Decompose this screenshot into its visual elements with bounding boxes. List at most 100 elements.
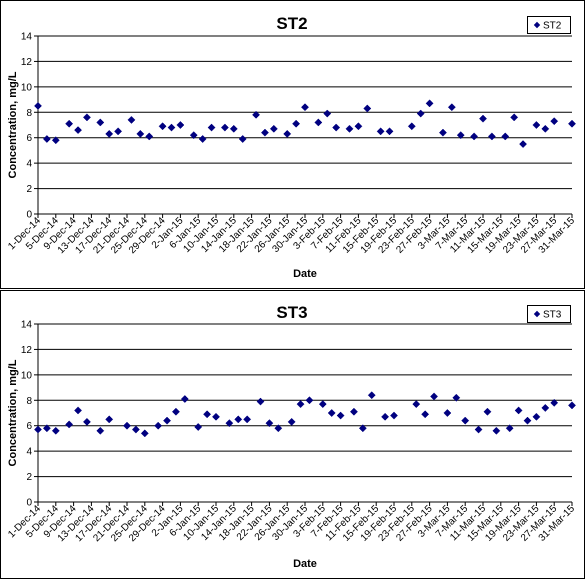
data-point	[461, 416, 470, 425]
data-point	[140, 429, 149, 438]
data-point	[301, 103, 309, 112]
data-point	[167, 123, 176, 132]
legend: ST2	[527, 16, 571, 34]
data-point	[318, 400, 327, 409]
data-point	[34, 101, 42, 110]
data-point	[363, 104, 372, 113]
data-point	[189, 131, 198, 140]
data-point	[238, 135, 247, 143]
data-point	[260, 128, 269, 137]
data-point	[550, 398, 559, 407]
data-point	[412, 400, 421, 409]
data-point	[550, 117, 559, 126]
data-point	[332, 123, 341, 132]
data-point	[131, 425, 140, 434]
data-point	[470, 132, 479, 141]
data-point	[425, 99, 434, 108]
y-tick-label: 2	[26, 184, 32, 195]
data-point	[479, 114, 487, 123]
y-tick-label: 10	[21, 370, 33, 381]
data-point	[234, 415, 243, 424]
y-axis-label: Concentration, mg/L	[7, 71, 19, 178]
data-point	[510, 113, 519, 122]
y-tick-label: 14	[21, 32, 33, 43]
data-point	[514, 406, 523, 415]
data-point	[127, 115, 136, 124]
data-point	[483, 407, 492, 416]
data-point	[568, 119, 576, 128]
data-point	[407, 122, 416, 131]
y-tick-label: 4	[26, 447, 32, 458]
legend-marker-icon	[533, 310, 541, 318]
data-point	[154, 421, 163, 430]
data-point	[314, 118, 323, 127]
data-point	[568, 401, 576, 410]
chart-frame	[0, 0, 585, 289]
data-point	[358, 424, 367, 433]
data-point	[532, 121, 541, 129]
data-point	[65, 420, 74, 429]
data-point	[65, 119, 74, 128]
data-point	[336, 411, 345, 420]
data-point	[447, 103, 456, 112]
data-point	[82, 113, 91, 122]
data-point	[96, 426, 105, 435]
data-point	[305, 396, 314, 405]
chart-title: ST2	[276, 14, 307, 33]
chart-panel-1: 024681012141-Dec-145-Dec-149-Dec-1413-De…	[0, 0, 585, 289]
y-tick-label: 10	[21, 82, 33, 93]
data-point	[532, 412, 541, 421]
data-point	[123, 421, 131, 430]
data-point	[51, 136, 60, 145]
data-point	[367, 391, 376, 400]
data-point	[194, 423, 203, 431]
data-point	[34, 425, 42, 434]
data-point	[283, 129, 292, 138]
data-point	[452, 393, 461, 402]
data-point	[416, 109, 425, 118]
data-point	[176, 121, 185, 129]
data-point	[180, 395, 189, 403]
data-point	[487, 132, 496, 141]
data-point	[198, 135, 207, 143]
legend-box	[527, 16, 571, 34]
legend-label: ST2	[543, 21, 562, 32]
y-axis-label: Concentration, mg/L	[7, 359, 19, 466]
chart-frame	[0, 290, 585, 579]
data-point	[51, 426, 60, 435]
data-point	[82, 417, 91, 426]
data-point	[212, 412, 220, 421]
data-point	[203, 410, 212, 419]
data-point	[42, 424, 51, 433]
y-tick-label: 2	[26, 472, 32, 483]
data-point	[519, 140, 528, 149]
y-tick-label: 14	[21, 320, 33, 331]
data-point	[256, 397, 265, 406]
data-point	[505, 424, 514, 433]
data-point	[145, 132, 154, 141]
data-point	[456, 131, 465, 140]
data-point	[474, 425, 483, 434]
x-axis-label: Date	[293, 558, 317, 570]
legend-box	[527, 305, 571, 323]
data-point	[327, 409, 336, 417]
y-tick-label: 0	[26, 498, 32, 509]
data-point	[541, 403, 550, 412]
chart-panel-2: 024681012141-Dec-145-Dec-149-Dec-1413-De…	[0, 290, 585, 579]
data-point	[443, 409, 452, 417]
y-tick-label: 6	[26, 133, 32, 144]
data-point	[74, 406, 83, 415]
data-point	[225, 419, 234, 428]
y-tick-label: 12	[21, 57, 33, 68]
data-point	[376, 127, 385, 136]
data-point	[105, 415, 114, 424]
data-point	[492, 426, 501, 435]
data-point	[541, 124, 550, 133]
data-point	[385, 127, 394, 136]
data-point	[287, 417, 296, 426]
data-point	[421, 410, 430, 419]
data-point	[430, 392, 439, 401]
y-tick-label: 8	[26, 396, 32, 407]
data-point	[114, 127, 123, 136]
